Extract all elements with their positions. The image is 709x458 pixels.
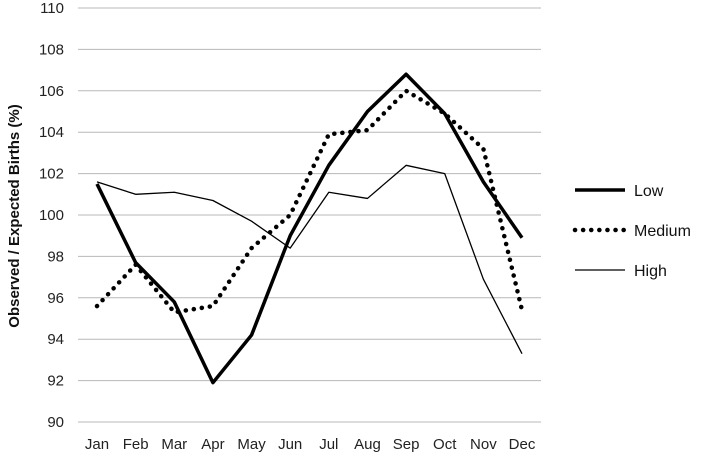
x-tick-label: May <box>237 436 266 453</box>
x-tick-label: Mar <box>161 436 187 453</box>
series-lines <box>94 72 525 385</box>
legend-label-medium: Medium <box>634 223 691 240</box>
y-tick-label: 110 <box>40 0 64 17</box>
y-axis-ticks: 90 92 94 96 98 100 102 104 106 108 110 <box>39 0 64 431</box>
y-tick-label: 106 <box>39 83 64 100</box>
series-line-high <box>96 164 523 354</box>
x-tick-label: Feb <box>123 436 149 453</box>
y-tick-label: 94 <box>47 331 64 348</box>
y-tick-label: 92 <box>47 373 64 390</box>
x-tick-label: Dec <box>509 436 536 453</box>
x-tick-label: Apr <box>201 436 224 453</box>
gridlines <box>78 7 541 423</box>
y-tick-label: 102 <box>39 166 64 183</box>
x-tick-label: Aug <box>354 436 381 453</box>
y-tick-label: 100 <box>39 207 64 224</box>
series-line-medium <box>94 88 525 315</box>
y-tick-label: 90 <box>47 414 64 431</box>
series-line-low <box>95 72 524 385</box>
x-axis-ticks: Jan Feb Mar Apr May Jun Jul Aug Sep Oct Nov Dec <box>85 436 536 453</box>
x-tick-label: Jan <box>85 436 109 453</box>
x-tick-label: Jul <box>319 436 338 453</box>
y-axis-label: Observed / Expected Births (%) <box>6 104 23 327</box>
y-tick-label: 96 <box>47 290 64 307</box>
legend: Low Medium High <box>572 183 691 280</box>
y-tick-label: 104 <box>39 124 64 141</box>
x-tick-label: Jun <box>278 436 302 453</box>
y-tick-label: 108 <box>39 41 64 58</box>
x-tick-label: Nov <box>470 436 497 453</box>
x-tick-label: Sep <box>393 436 420 453</box>
legend-label-low: Low <box>634 183 664 200</box>
y-tick-label: 98 <box>47 248 64 265</box>
legend-label-high: High <box>634 263 667 280</box>
x-tick-label: Oct <box>433 436 457 453</box>
